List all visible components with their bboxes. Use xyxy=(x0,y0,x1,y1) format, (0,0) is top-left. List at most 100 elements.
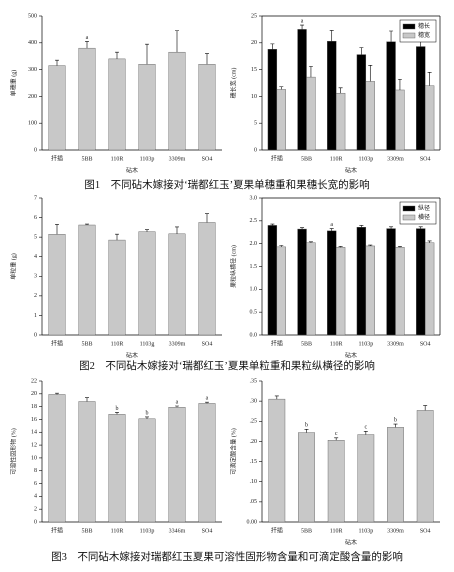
y-tick-label: .05 xyxy=(250,499,258,505)
y-tick-label: 0 xyxy=(34,332,37,338)
x-tick-label: 扦插 xyxy=(51,154,63,162)
error-bar xyxy=(205,213,209,223)
y-tick-label: 4 xyxy=(34,254,37,260)
y-tick-label: 18 xyxy=(31,404,37,410)
x-axis-label: 砧木 xyxy=(345,351,357,359)
bar xyxy=(365,81,375,151)
error-bar xyxy=(397,246,402,248)
bar xyxy=(168,233,186,336)
error-bar xyxy=(389,226,394,229)
error-bar xyxy=(338,87,343,94)
bar xyxy=(108,239,126,336)
y-tick-label: 4 xyxy=(34,494,37,500)
error-bar xyxy=(427,240,432,243)
x-tick-label: 5BB xyxy=(301,156,312,162)
error-bar xyxy=(55,224,59,235)
error-bar xyxy=(205,401,209,404)
x-tick-label: 110R xyxy=(330,341,343,347)
error-bar xyxy=(300,24,305,30)
x-tick-label: 110R xyxy=(111,528,124,534)
y-tick-label: 2 xyxy=(34,507,37,513)
error-bar xyxy=(308,66,313,78)
legend-label: 穗长 xyxy=(418,22,430,30)
y-tick-label: 3 xyxy=(34,274,37,280)
bar xyxy=(267,225,278,336)
bar xyxy=(268,398,286,523)
bar xyxy=(198,403,216,523)
y-tick-label: .25 xyxy=(250,419,258,425)
bar xyxy=(48,65,66,151)
error-bar xyxy=(359,47,364,55)
y-tick-label: 1.5 xyxy=(250,264,258,270)
x-tick-label: 3346m xyxy=(169,528,186,534)
x-tick-label: 5BB xyxy=(81,341,92,347)
error-bar xyxy=(308,241,313,243)
bar xyxy=(386,228,396,336)
y-axis-label: 可溶性固形物 (%) xyxy=(9,428,17,475)
y-tick-label: .15 xyxy=(250,459,258,465)
x-tick-label: 5BB xyxy=(81,528,92,534)
error-bar xyxy=(175,30,179,53)
x-axis-label: 砧木 xyxy=(126,166,138,174)
y-tick-label: 2.5 xyxy=(250,218,258,224)
annotation: b xyxy=(305,423,308,429)
y-tick-label: 300 xyxy=(28,67,37,73)
x-tick-label: 3309m xyxy=(387,341,404,347)
x-tick-label: 110R xyxy=(330,528,343,534)
caption: 图2 不同砧木嫁接对‘瑞都红玉’夏果单粒重和果粒纵横径的影响 xyxy=(79,361,375,372)
y-tick-label: 10 xyxy=(251,94,257,100)
bar xyxy=(297,29,307,151)
bar xyxy=(108,414,126,523)
legend-swatch xyxy=(402,214,416,221)
y-tick-label: 500 xyxy=(28,13,37,19)
x-tick-label: 扦插 xyxy=(271,339,283,347)
y-tick-label: 12 xyxy=(31,442,37,448)
y-tick-label: 6 xyxy=(34,481,37,487)
error-bar xyxy=(55,392,59,395)
error-bar xyxy=(145,416,149,419)
legend-label: 穗宽 xyxy=(418,31,430,39)
x-tick-label: 3309m xyxy=(169,156,186,162)
y-axis-label: 可滴定酸含量 (%) xyxy=(229,428,237,475)
bar xyxy=(424,85,435,151)
y-tick-label: 0 xyxy=(34,147,37,153)
annotation: a xyxy=(206,396,209,402)
annotation: c xyxy=(364,425,367,431)
bar xyxy=(416,228,426,336)
bar xyxy=(356,227,367,336)
bar xyxy=(276,246,286,336)
annotation: b xyxy=(394,417,397,423)
error-bar xyxy=(85,41,89,49)
caption: 图3 不同砧木嫁接对瑞都红玉夏果可溶性固形物含量和可滴定酸含量的影响 xyxy=(51,552,403,563)
y-tick-label: 3.0 xyxy=(250,195,258,201)
y-tick-label: 0.0 xyxy=(250,332,258,338)
x-tick-label: SO4 xyxy=(202,528,213,534)
legend-swatch xyxy=(402,23,416,30)
bar xyxy=(78,224,96,336)
bar xyxy=(306,242,316,336)
y-tick-label: 15 xyxy=(251,67,257,73)
error-bar xyxy=(359,225,364,228)
y-tick-label: 0 xyxy=(254,147,257,153)
y-tick-label: .10 xyxy=(250,479,258,485)
bar xyxy=(327,440,345,523)
x-tick-label: 扦插 xyxy=(271,154,283,162)
x-tick-label: 1103p xyxy=(140,528,155,534)
x-tick-label: 扦插 xyxy=(51,339,63,347)
y-tick-label: .30 xyxy=(250,399,258,405)
x-tick-label: 5BB xyxy=(301,528,312,534)
x-tick-label: 扦插 xyxy=(271,526,283,534)
annotation: a xyxy=(86,35,89,41)
y-tick-label: 10 xyxy=(31,455,37,461)
bar xyxy=(416,410,434,523)
x-tick-label: 110R xyxy=(111,341,124,347)
error-bar xyxy=(274,395,279,400)
error-bar xyxy=(279,245,284,247)
bar xyxy=(168,51,186,151)
bar xyxy=(356,54,367,151)
error-bar xyxy=(427,71,432,86)
x-tick-label: 1103p xyxy=(358,156,373,162)
x-tick-label: SO4 xyxy=(420,528,431,534)
bar xyxy=(386,41,396,151)
error-bar xyxy=(334,437,339,441)
